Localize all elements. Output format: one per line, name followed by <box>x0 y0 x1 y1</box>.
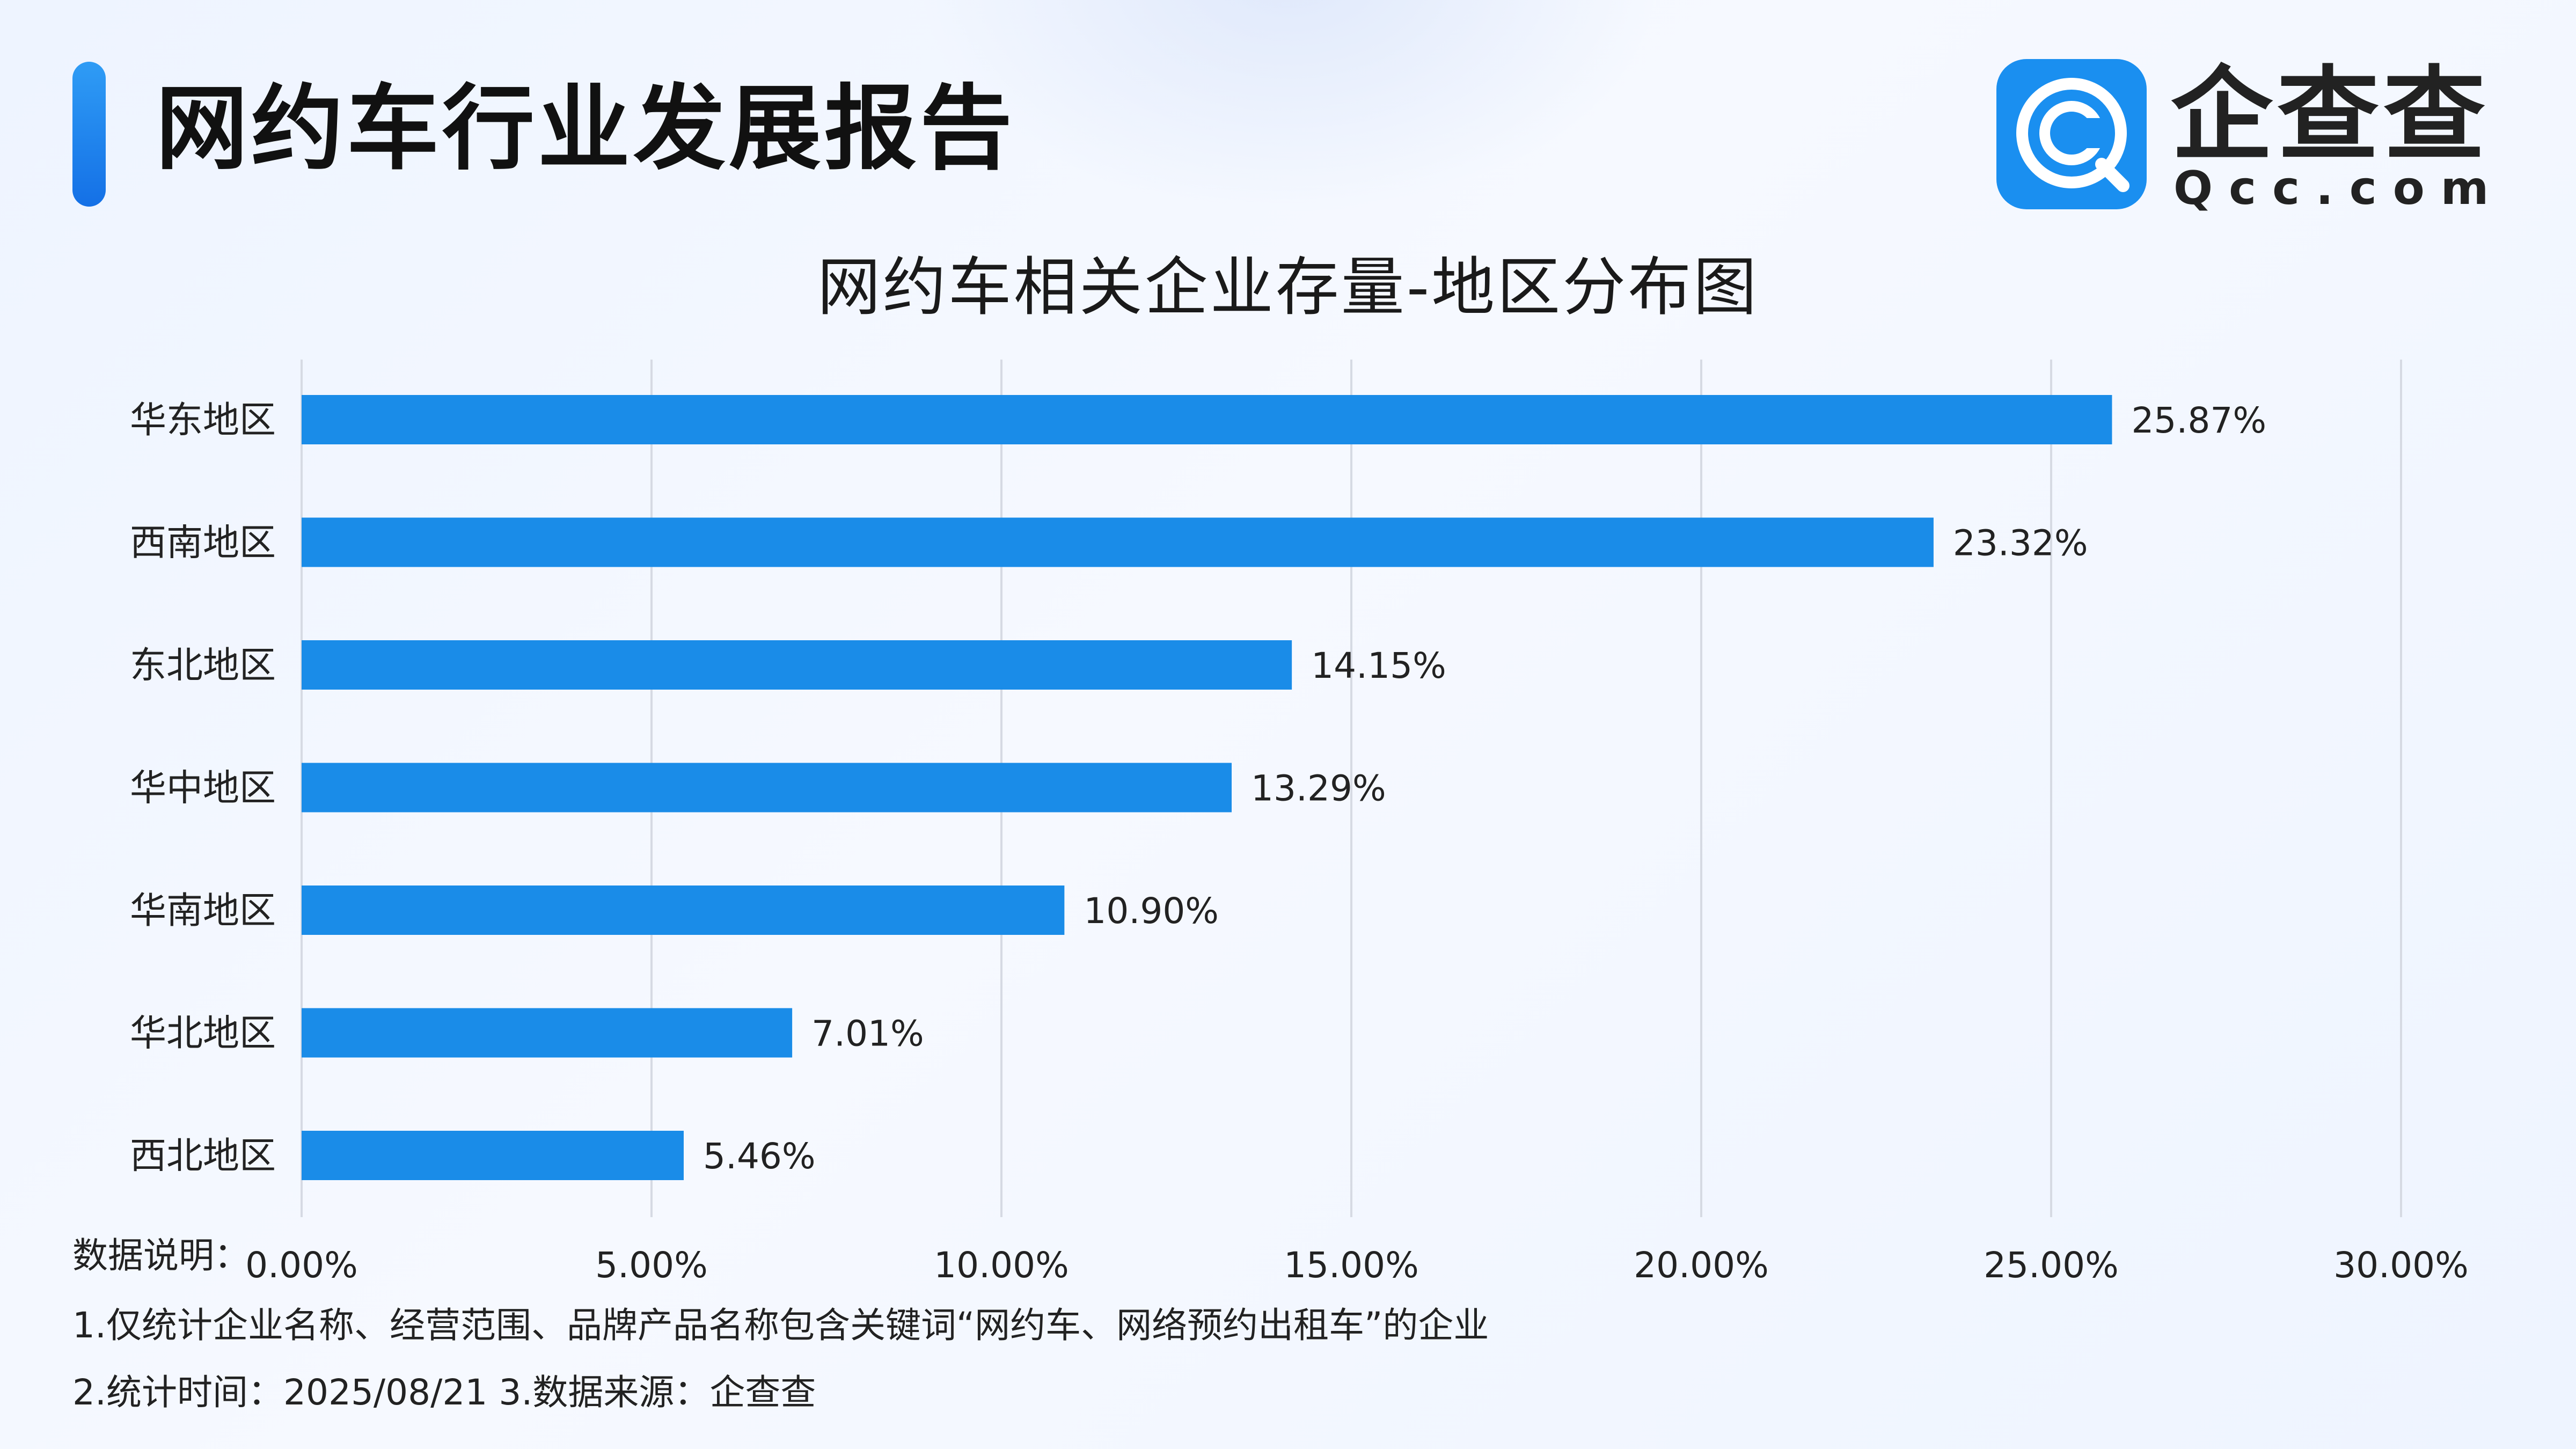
category-label: 华南地区 <box>130 890 276 932</box>
footnote-time-source: 2.统计时间：2025/08/21 3.数据来源：企查查 <box>72 1372 816 1413</box>
category-label: 西南地区 <box>130 522 276 565</box>
value-label: 13.29% <box>1251 768 1386 809</box>
value-label: 25.87% <box>2131 400 2266 441</box>
x-tick-label: 5.00% <box>595 1245 708 1286</box>
bar <box>302 517 1934 567</box>
value-label: 23.32% <box>1953 523 2088 564</box>
x-tick-label: 0.00% <box>245 1245 358 1286</box>
chart-title: 网约车相关企业存量-地区分布图 <box>817 250 1759 324</box>
x-tick-label: 10.00% <box>934 1245 1069 1286</box>
value-label: 14.15% <box>1311 645 1446 686</box>
bar <box>302 885 1065 935</box>
x-tick-label: 30.00% <box>2333 1245 2469 1286</box>
category-label: 华东地区 <box>130 399 276 442</box>
qcc-logo-icon <box>1996 59 2147 209</box>
header-accent-bar <box>72 62 106 207</box>
x-tick-label: 20.00% <box>1634 1245 1769 1286</box>
bar <box>302 1008 793 1058</box>
footnote-title: 数据说明： <box>72 1235 250 1276</box>
category-label: 华北地区 <box>130 1013 276 1055</box>
bar <box>302 1131 684 1180</box>
qcc-logo-text: 企查查 <box>2171 56 2490 174</box>
bar <box>302 640 1292 690</box>
qcc-logo-domain: Qcc.com <box>2174 162 2505 215</box>
value-label: 5.46% <box>703 1136 816 1177</box>
category-label: 东北地区 <box>130 645 276 687</box>
bar <box>302 763 1232 813</box>
value-label: 7.01% <box>811 1013 924 1055</box>
x-tick-label: 25.00% <box>1984 1245 2119 1286</box>
footnote-scope: 1.仅统计企业名称、经营范围、品牌产品名称包含关键词“网约车、网络预约出租车”的… <box>72 1305 1489 1346</box>
bar <box>302 395 2112 444</box>
report-title: 网约车行业发展报告 <box>156 75 1015 182</box>
value-label: 10.90% <box>1084 890 1219 932</box>
category-label: 华中地区 <box>130 767 276 810</box>
x-tick-label: 15.00% <box>1284 1245 1419 1286</box>
category-label: 西北地区 <box>130 1135 276 1177</box>
